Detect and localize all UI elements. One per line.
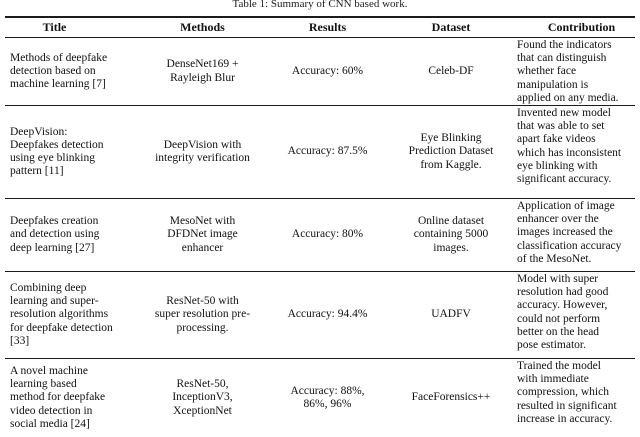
- header-title-label: Title: [42, 20, 67, 34]
- cell-methods: DenseNet169 + Rayleigh Blur: [166, 58, 239, 84]
- header-results: Results: [265, 18, 390, 37]
- cell-title: Combining deep learning and super- resol…: [10, 282, 113, 347]
- header-contribution-label: Contribution: [547, 20, 616, 34]
- cell-results: Accuracy: 80%: [291, 228, 364, 241]
- header-methods-label: Methods: [180, 20, 225, 34]
- header-dataset-label: Dataset: [431, 20, 471, 34]
- cell-results: Accuracy: 88%, 86%, 96%: [290, 384, 365, 411]
- cell-results: Accuracy: 87.5%: [287, 145, 368, 158]
- cell-methods: ResNet-50, InceptionV3, XceptionNet: [172, 378, 233, 417]
- cell-results: Accuracy: 94.4%: [287, 308, 368, 321]
- cell-dataset: Online dataset containing 5000 images.: [413, 215, 489, 254]
- cell-title: A novel machine learning based method fo…: [10, 365, 106, 430]
- table-caption: Table 1: Summary of CNN based work.: [232, 0, 408, 10]
- table-row: Combining deep learning and super- resol…: [5, 272, 635, 360]
- table-row: DeepVision: Deepfakes detection using ey…: [5, 106, 635, 200]
- cell-methods: ResNet-50 with super resolution pre- pro…: [154, 295, 251, 334]
- cell-methods: DeepVision with integrity verification: [155, 138, 250, 165]
- table-row: Deepfakes creation and detection using d…: [5, 199, 635, 273]
- cell-dataset: FaceForensics++: [411, 391, 491, 404]
- cell-title: DeepVision: Deepfakes detection using ey…: [10, 125, 104, 178]
- cell-title: Methods of deepfake detection based on m…: [10, 51, 108, 91]
- cell-contribution: Model with super resolution had good acc…: [517, 273, 609, 352]
- cell-dataset: Eye Blinking Prediction Dataset from Kag…: [408, 132, 494, 171]
- header-dataset: Dataset: [390, 18, 512, 37]
- cell-dataset: Celeb-DF: [428, 64, 474, 77]
- cell-title: Deepfakes creation and detection using d…: [10, 215, 100, 254]
- header-methods: Methods: [140, 18, 265, 37]
- header-title: Title: [5, 18, 140, 37]
- cell-methods: MesoNet with DFDNet image enhancer: [167, 215, 238, 254]
- header-results-label: Results: [308, 20, 347, 34]
- cell-dataset: UADFV: [431, 308, 471, 321]
- cnn-summary-table: Title Methods Results Dataset Contributi…: [5, 16, 635, 437]
- cell-results: Accuracy: 60%: [291, 64, 364, 77]
- cell-contribution: Application of image enhancer over the i…: [517, 200, 622, 265]
- cell-contribution: Found the indicators that can distinguis…: [517, 39, 619, 104]
- table-row: A novel machine learning based method fo…: [5, 359, 635, 437]
- cell-contribution: Trained the model with immediate compres…: [517, 360, 617, 425]
- header-contribution: Contribution: [512, 18, 635, 37]
- table-row: Methods of deepfake detection based on m…: [5, 38, 635, 107]
- cell-contribution: Invented new model that was able to set …: [517, 107, 622, 186]
- table-header-row: Title Methods Results Dataset Contributi…: [5, 18, 635, 38]
